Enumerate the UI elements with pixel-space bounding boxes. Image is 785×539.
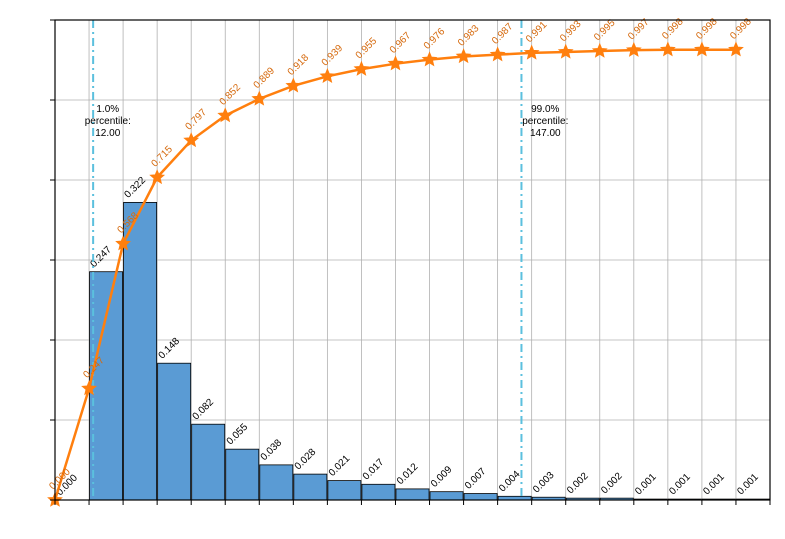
histogram-bar	[260, 465, 293, 500]
histogram-bar	[430, 492, 463, 500]
histogram-bar	[464, 494, 497, 500]
histogram-bar	[158, 363, 191, 500]
percentile-label: percentile:	[522, 116, 568, 127]
histogram-bar	[396, 489, 429, 500]
histogram-bar	[124, 202, 157, 500]
chart-container: 0.0000.2470.3220.1480.0820.0550.0380.028…	[0, 0, 785, 539]
percentile-label: 1.0%	[96, 104, 119, 115]
histogram-bar	[362, 484, 395, 500]
histogram-cumulative-chart: 0.0000.2470.3220.1480.0820.0550.0380.028…	[0, 0, 785, 539]
histogram-bar	[328, 481, 361, 500]
histogram-bar	[294, 474, 327, 500]
percentile-label: 12.00	[95, 128, 120, 139]
percentile-label: 99.0%	[531, 104, 559, 115]
histogram-bar	[192, 424, 225, 500]
percentile-label: percentile:	[85, 116, 131, 127]
percentile-label: 147.00	[530, 128, 561, 139]
histogram-bar	[226, 449, 259, 500]
